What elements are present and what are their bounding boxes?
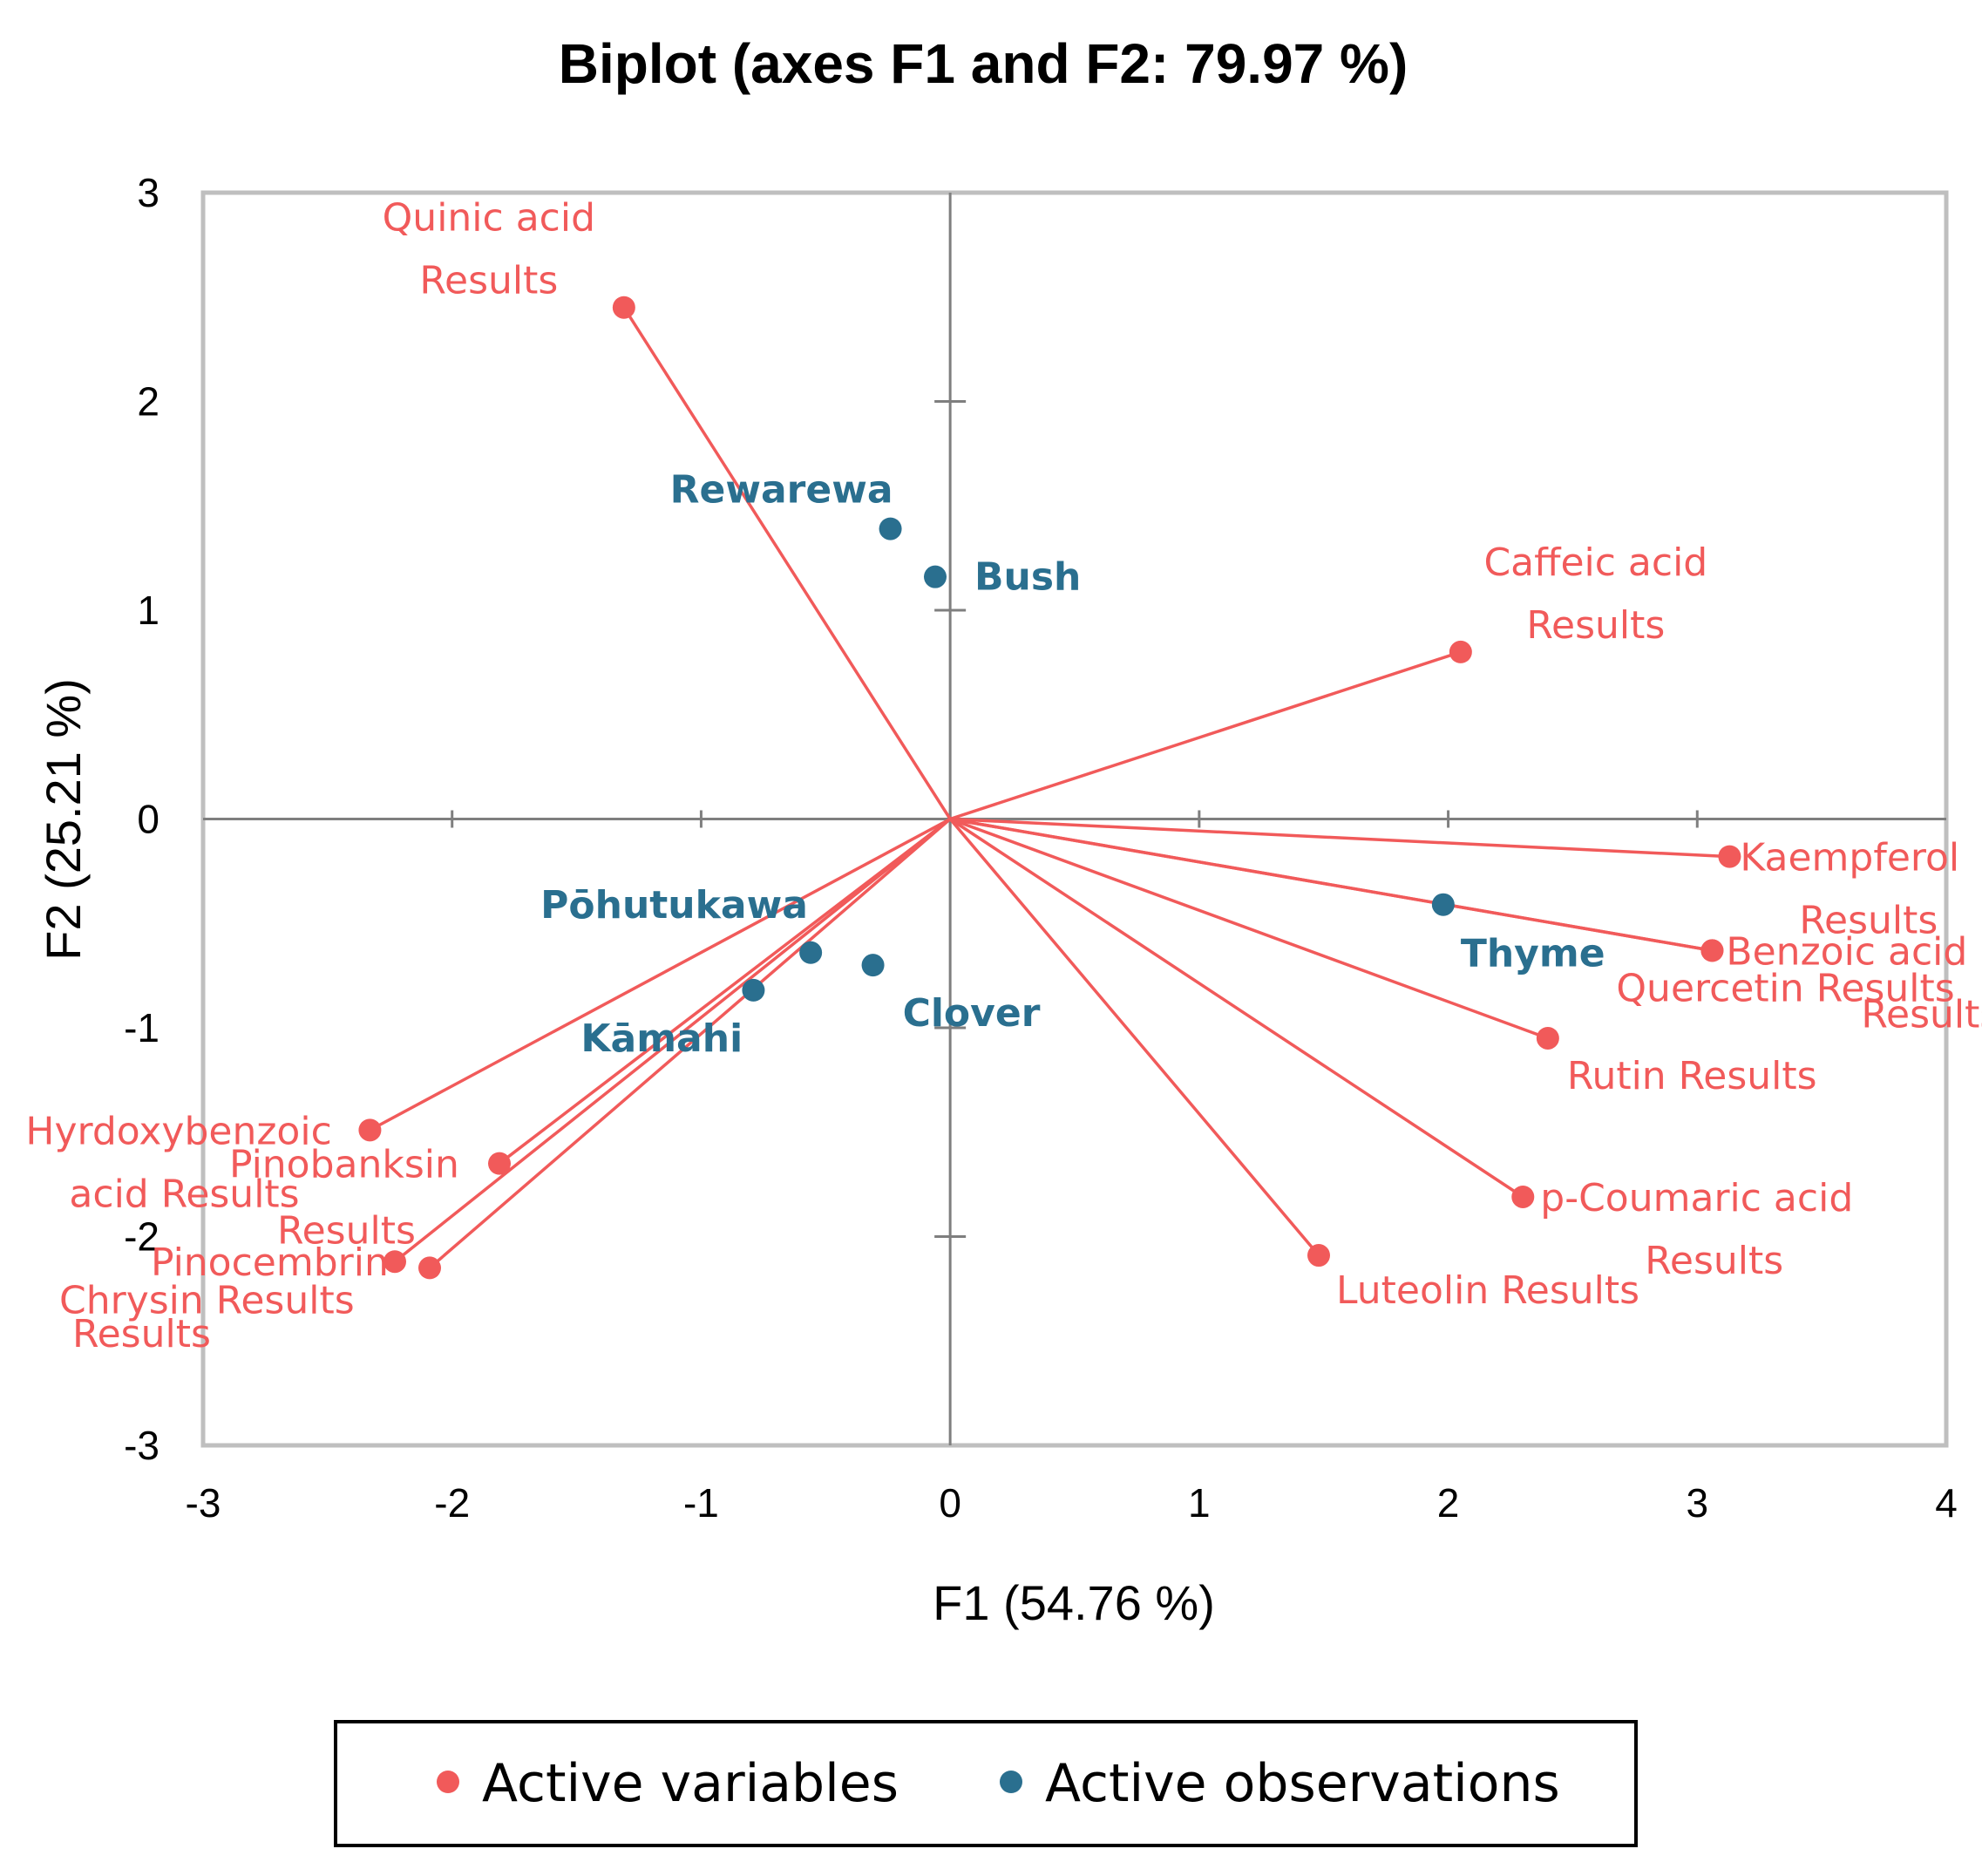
variable-label-line: Results xyxy=(419,259,558,303)
observation-point xyxy=(879,517,902,540)
legend-box xyxy=(334,1720,1638,1847)
variable-label: Quinic acid Results xyxy=(383,196,595,303)
y-tick-label: 3 xyxy=(137,170,160,215)
y-axis-title: F2 (25.21 %) xyxy=(36,678,91,961)
variable-label-line: Kaempferol xyxy=(1740,836,1959,880)
variable-label: Pinocembrin Results xyxy=(72,1240,389,1356)
variable-label: p-Coumaric acid Results xyxy=(1540,1176,1853,1283)
variable-vector xyxy=(498,818,952,1166)
variable-label: Caffeic acid Results xyxy=(1483,540,1707,648)
variable-label-line: Chrysin Results xyxy=(59,1278,355,1322)
variable-label-line: Results xyxy=(1861,992,1982,1037)
variable-label-line: p-Coumaric acid xyxy=(1540,1176,1853,1220)
variable-label-line: Results xyxy=(277,1209,416,1254)
y-tick-label: -1 xyxy=(124,1005,160,1050)
variable-label: Quercetin Results xyxy=(1616,966,1954,1010)
observation-point xyxy=(861,954,885,977)
observation-point xyxy=(799,941,823,964)
variable-label-line: Benzoic acid xyxy=(1726,929,1967,974)
variable-point xyxy=(612,296,635,319)
variable-label-line: Results xyxy=(1526,603,1665,648)
y-tick-label: 1 xyxy=(137,588,160,633)
variable-point xyxy=(1449,640,1472,663)
variable-label: Benzoic acid Results xyxy=(1726,929,1982,1037)
variable-label-line: acid Results xyxy=(69,1172,299,1216)
observation-label: Clover xyxy=(903,991,1041,1036)
observation-label: Kāmahi xyxy=(580,1016,743,1061)
variable-point xyxy=(1700,939,1724,962)
variable-point xyxy=(384,1250,406,1274)
variable-vector xyxy=(949,817,1713,953)
variable-point xyxy=(1307,1244,1330,1268)
variable-vector xyxy=(428,818,952,1269)
variable-label: Kaempferol Results xyxy=(1740,836,1959,943)
observation-label: Thyme xyxy=(1461,932,1605,976)
variable-point xyxy=(1511,1185,1535,1208)
variable-vector xyxy=(949,818,1524,1199)
variable-label-line: Results xyxy=(1799,899,1938,943)
legend-label-observations: Active observations xyxy=(1045,1753,1560,1814)
variable-label-line: Hyrdoxybenzoic xyxy=(25,1109,331,1153)
variable-vector xyxy=(949,650,1462,821)
variable-label-line: Quinic acid xyxy=(383,196,595,241)
x-tick-label: 2 xyxy=(1437,1480,1460,1526)
variable-vector xyxy=(393,818,952,1263)
variable-vector xyxy=(950,817,1730,859)
variable-label-line: Rutin Results xyxy=(1567,1054,1817,1098)
x-tick-label: -2 xyxy=(434,1480,470,1526)
variable-label: Hyrdoxybenzoic acid Results xyxy=(25,1109,331,1216)
chart-title: Biplot (axes F1 and F2: 79.97 %) xyxy=(559,32,1408,95)
observation-label: Pōhutukawa xyxy=(540,883,808,928)
variable-label-line: Results xyxy=(1645,1239,1783,1283)
variable-label: Chrysin Results xyxy=(59,1278,355,1322)
observation-point xyxy=(1431,893,1455,916)
variable-label: Rutin Results xyxy=(1567,1054,1817,1098)
x-tick-label: 3 xyxy=(1686,1480,1708,1526)
x-tick-label: -3 xyxy=(186,1480,221,1526)
variable-point xyxy=(418,1256,441,1280)
variable-point xyxy=(1718,845,1741,868)
variable-vector xyxy=(622,306,952,820)
observation-label: Bush xyxy=(974,555,1081,600)
variable-point xyxy=(358,1118,382,1142)
variable-label-line: Luteolin Results xyxy=(1336,1268,1639,1313)
x-tick-label: -1 xyxy=(683,1480,719,1526)
x-tick-label: 0 xyxy=(939,1480,961,1526)
variable-point xyxy=(488,1152,511,1175)
x-tick-label: 1 xyxy=(1188,1480,1211,1526)
observation-point xyxy=(742,978,765,1002)
variable-label: Luteolin Results xyxy=(1336,1268,1639,1313)
y-tick-label: 2 xyxy=(137,379,160,425)
variable-label: Pinobanksin Results xyxy=(229,1143,459,1254)
variable-point xyxy=(1536,1026,1559,1050)
y-tick-label: 0 xyxy=(137,797,160,842)
y-tick-label: -2 xyxy=(124,1214,160,1260)
variable-label-line: Caffeic acid xyxy=(1483,540,1707,585)
observation-label: Rewarewa xyxy=(670,468,893,513)
variable-label-line: Pinobanksin xyxy=(229,1143,459,1187)
variable-vector xyxy=(369,817,951,1132)
y-tick-label: -3 xyxy=(124,1423,160,1468)
variable-label-line: Quercetin Results xyxy=(1616,966,1954,1010)
legend-marker-variables xyxy=(437,1771,459,1793)
legend-marker-observations xyxy=(1000,1771,1022,1793)
legend: Active variables Active observations xyxy=(334,1720,1638,1847)
x-tick-label: 4 xyxy=(1935,1480,1958,1526)
variable-vector xyxy=(949,817,1549,1040)
x-axis-title: F1 (54.76 %) xyxy=(933,1575,1215,1630)
variable-label-line: Pinocembrin xyxy=(151,1240,389,1285)
legend-label-variables: Active variables xyxy=(482,1753,899,1814)
variable-label-line: Results xyxy=(72,1312,211,1356)
observation-point xyxy=(924,565,947,588)
variable-vector xyxy=(948,818,1320,1257)
